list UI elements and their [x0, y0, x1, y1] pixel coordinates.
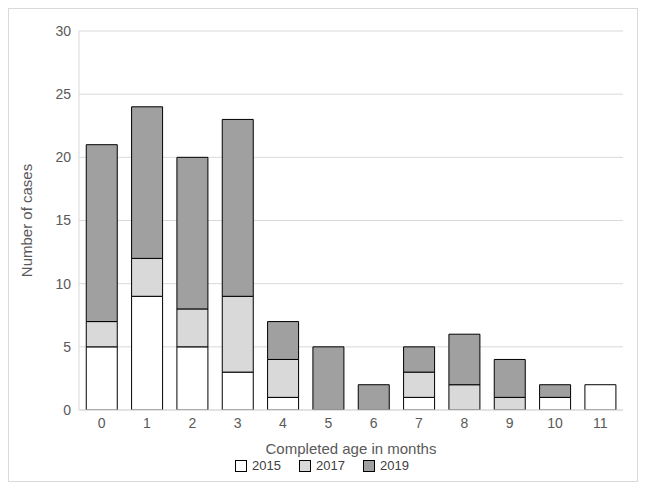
svg-text:Completed age in months: Completed age in months — [266, 440, 437, 457]
svg-text:1: 1 — [143, 415, 151, 431]
svg-text:7: 7 — [415, 415, 423, 431]
html-text:2017: 2017 — [316, 458, 345, 473]
svg-text:3: 3 — [234, 415, 242, 431]
html-text:2019: 2019 — [380, 458, 409, 473]
svg-text:25: 25 — [55, 86, 71, 102]
svg-text:4: 4 — [279, 415, 287, 431]
svg-text:0: 0 — [63, 402, 71, 418]
svg-text:5: 5 — [63, 339, 71, 355]
svg-text:20: 20 — [55, 149, 71, 165]
svg-text:8: 8 — [460, 415, 468, 431]
svg-text:11: 11 — [593, 415, 608, 431]
svg-text:9: 9 — [506, 415, 514, 431]
svg-text:10: 10 — [547, 415, 563, 431]
html-text:2015: 2015 — [252, 458, 281, 473]
svg-text:0: 0 — [98, 415, 106, 431]
svg-text:30: 30 — [55, 23, 71, 39]
svg-text:5: 5 — [324, 415, 332, 431]
svg-text:2: 2 — [188, 415, 196, 431]
svg-text:Number of cases: Number of cases — [18, 164, 35, 277]
svg-text:10: 10 — [55, 276, 71, 292]
svg-text:15: 15 — [55, 212, 71, 228]
svg-text:6: 6 — [370, 415, 378, 431]
